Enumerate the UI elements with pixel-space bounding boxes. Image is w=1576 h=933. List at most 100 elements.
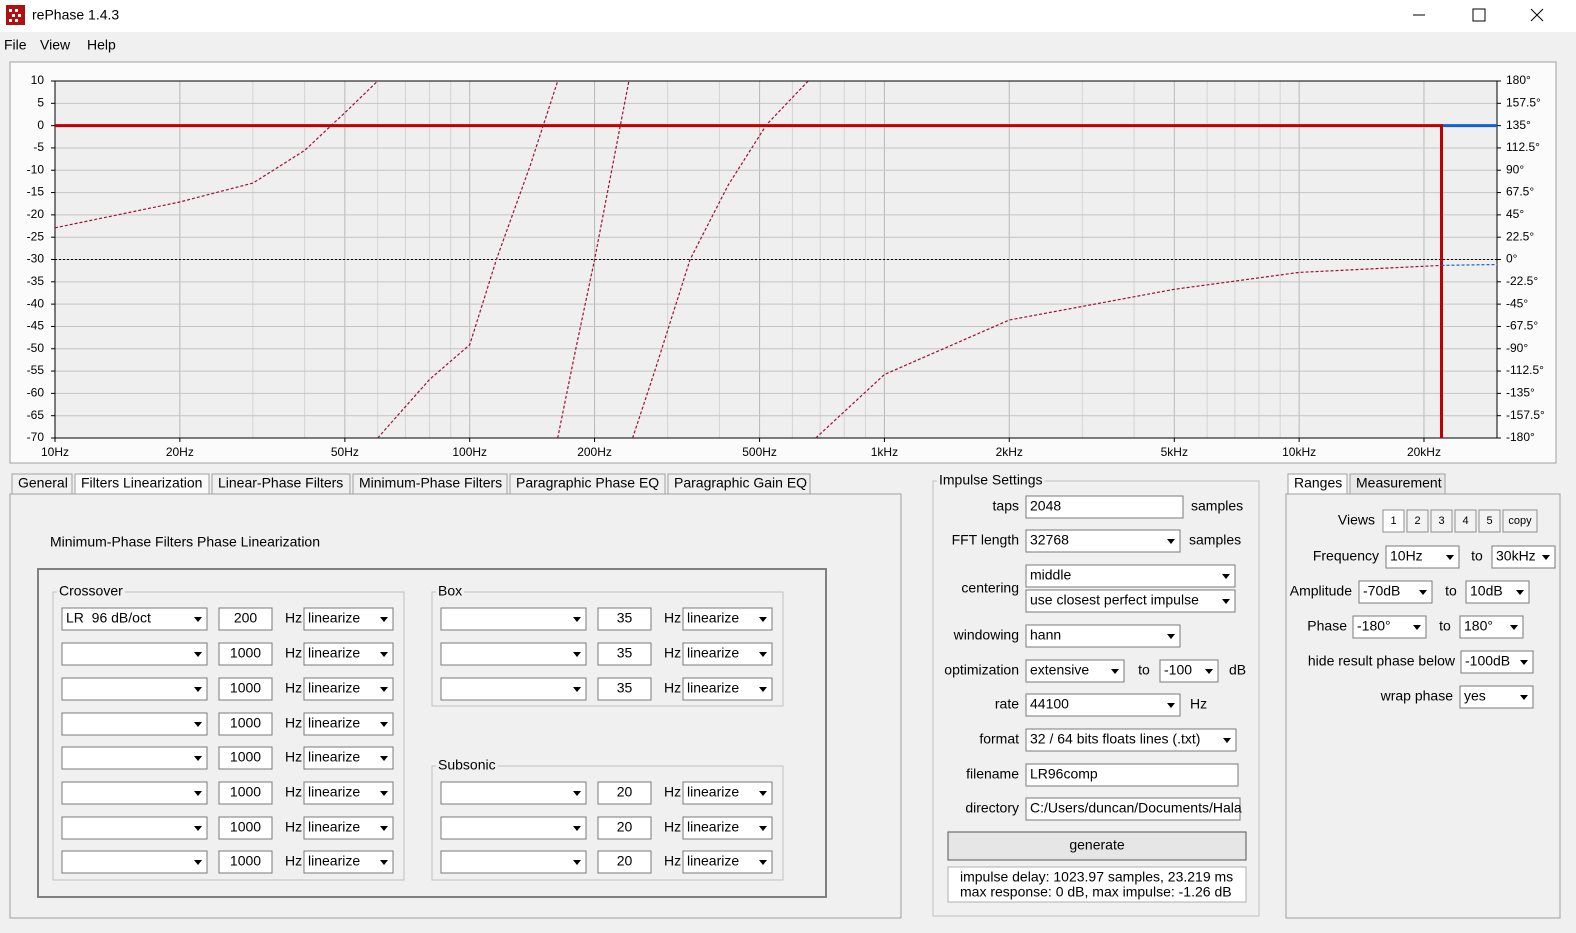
filter-type[interactable] bbox=[61, 642, 208, 666]
y-tick-label: 5 bbox=[37, 95, 44, 109]
mode-dropdown[interactable] bbox=[682, 816, 773, 840]
filter-type[interactable] bbox=[61, 781, 208, 805]
view-button[interactable] bbox=[1502, 509, 1538, 533]
frequency-input[interactable] bbox=[218, 712, 273, 736]
view-button[interactable] bbox=[1454, 509, 1477, 533]
frequency-input[interactable] bbox=[218, 816, 273, 840]
filter-type[interactable] bbox=[61, 816, 208, 840]
filter-type[interactable] bbox=[61, 850, 208, 874]
tab[interactable] bbox=[1349, 473, 1446, 495]
dropdown-arrow bbox=[1419, 590, 1427, 595]
mode-dropdown[interactable] bbox=[682, 781, 773, 805]
dropdown[interactable] bbox=[1025, 693, 1181, 717]
menu-item[interactable]: Help bbox=[87, 37, 116, 53]
frequency-input[interactable] bbox=[218, 642, 273, 666]
text-input[interactable] bbox=[1025, 797, 1241, 821]
dropdown[interactable] bbox=[1025, 624, 1181, 648]
input-value: 35 bbox=[617, 610, 633, 626]
menu-item[interactable]: File bbox=[4, 37, 27, 53]
dropdown-value: -180° bbox=[1357, 618, 1391, 634]
label: samples bbox=[1189, 532, 1241, 548]
tab[interactable] bbox=[11, 473, 73, 495]
y-tick-label: -25 bbox=[27, 229, 45, 243]
mode-dropdown[interactable] bbox=[303, 746, 394, 770]
dropdown-value: linearize bbox=[687, 819, 739, 835]
frequency-input[interactable] bbox=[597, 850, 652, 874]
mode-dropdown[interactable] bbox=[682, 677, 773, 701]
dropdown[interactable] bbox=[1025, 728, 1237, 752]
view-button[interactable] bbox=[1406, 509, 1429, 533]
mode-dropdown[interactable] bbox=[303, 712, 394, 736]
unit-label: Hz bbox=[664, 645, 681, 661]
frequency-input[interactable] bbox=[218, 607, 273, 631]
dropdown[interactable] bbox=[1159, 659, 1219, 683]
dropdown-arrow bbox=[573, 826, 581, 831]
mode-dropdown[interactable] bbox=[682, 642, 773, 666]
mode-dropdown[interactable] bbox=[682, 850, 773, 874]
text-input[interactable] bbox=[1025, 495, 1184, 519]
dropdown[interactable] bbox=[1465, 580, 1530, 604]
filter-type[interactable] bbox=[440, 816, 587, 840]
mode-dropdown[interactable] bbox=[303, 642, 394, 666]
mode-dropdown[interactable] bbox=[303, 850, 394, 874]
maximize-button[interactable] bbox=[1472, 8, 1486, 22]
tab[interactable] bbox=[509, 473, 666, 495]
unit-label: Hz bbox=[285, 610, 302, 626]
filter-type[interactable] bbox=[440, 781, 587, 805]
tab[interactable] bbox=[352, 473, 508, 495]
x-tick-label: 500Hz bbox=[742, 445, 777, 459]
view-button[interactable] bbox=[1478, 509, 1501, 533]
frequency-input[interactable] bbox=[218, 746, 273, 770]
frequency-input[interactable] bbox=[218, 781, 273, 805]
dropdown[interactable] bbox=[1385, 545, 1460, 569]
text-input[interactable] bbox=[1025, 763, 1239, 787]
status-box bbox=[947, 866, 1247, 903]
input-value: 20 bbox=[617, 853, 633, 869]
dropdown[interactable] bbox=[1025, 564, 1236, 588]
y-tick-label: -5 bbox=[33, 140, 44, 154]
dropdown[interactable] bbox=[1491, 545, 1556, 569]
dropdown[interactable] bbox=[1460, 650, 1534, 674]
frequency-input[interactable] bbox=[597, 781, 652, 805]
mode-dropdown[interactable] bbox=[303, 816, 394, 840]
filter-type[interactable] bbox=[440, 642, 587, 666]
filter-type[interactable] bbox=[440, 677, 587, 701]
dropdown[interactable] bbox=[1459, 685, 1534, 709]
mode-dropdown[interactable] bbox=[303, 781, 394, 805]
dropdown[interactable] bbox=[1352, 615, 1427, 639]
frequency-input[interactable] bbox=[597, 642, 652, 666]
frequency-input[interactable] bbox=[218, 850, 273, 874]
generate-button[interactable] bbox=[947, 831, 1247, 861]
filter-type[interactable] bbox=[61, 712, 208, 736]
view-button[interactable] bbox=[1382, 509, 1405, 533]
view-button[interactable] bbox=[1430, 509, 1453, 533]
tab[interactable] bbox=[667, 473, 811, 495]
frequency-input[interactable] bbox=[597, 677, 652, 701]
dropdown[interactable] bbox=[1459, 615, 1524, 639]
filter-type[interactable] bbox=[440, 850, 587, 874]
filter-type[interactable] bbox=[440, 607, 587, 631]
frequency-input[interactable] bbox=[597, 816, 652, 840]
tab[interactable] bbox=[1287, 473, 1348, 495]
mode-dropdown[interactable] bbox=[303, 677, 394, 701]
menu-item[interactable]: View bbox=[40, 37, 71, 53]
dropdown-arrow bbox=[194, 652, 202, 657]
filter-type[interactable] bbox=[61, 607, 208, 631]
dropdown[interactable] bbox=[1358, 580, 1433, 604]
frequency-input[interactable] bbox=[218, 677, 273, 701]
input-value: 200 bbox=[234, 610, 258, 626]
mode-dropdown[interactable] bbox=[303, 607, 394, 631]
dropdown-arrow bbox=[380, 687, 388, 692]
mode-dropdown[interactable] bbox=[682, 607, 773, 631]
dropdown[interactable] bbox=[1025, 659, 1125, 683]
frequency-input[interactable] bbox=[597, 607, 652, 631]
filter-type[interactable] bbox=[61, 677, 208, 701]
dropdown[interactable] bbox=[1025, 589, 1236, 613]
close-button[interactable] bbox=[1530, 8, 1544, 22]
tab[interactable] bbox=[74, 473, 210, 495]
label: Views bbox=[1338, 512, 1375, 528]
dropdown[interactable] bbox=[1025, 529, 1181, 553]
dropdown-value: linearize bbox=[687, 645, 739, 661]
filter-type[interactable] bbox=[61, 746, 208, 770]
tab[interactable] bbox=[211, 473, 351, 495]
